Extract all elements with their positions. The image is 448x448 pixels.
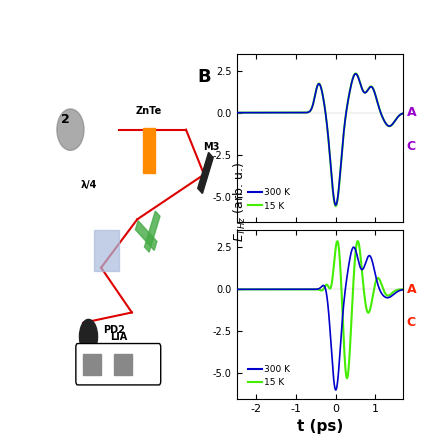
Text: B: B [197,68,211,86]
Bar [94,230,119,271]
Text: A: A [406,283,416,296]
Text: LIA: LIA [110,332,127,342]
Text: C: C [406,316,416,329]
Text: C: C [406,140,416,153]
Text: ZnTe: ZnTe [136,106,162,116]
Ellipse shape [57,109,84,151]
Text: λ/4: λ/4 [80,180,97,190]
Bar [142,128,155,173]
Text: $E_{THz}$ (arb. u.): $E_{THz}$ (arb. u.) [232,162,248,241]
Text: PD2: PD2 [103,325,125,335]
Legend: 300 K, 15 K: 300 K, 15 K [245,361,294,391]
Legend: 300 K, 15 K: 300 K, 15 K [245,185,294,214]
Bar [198,152,213,194]
Bar [114,354,132,375]
FancyBboxPatch shape [76,344,161,385]
Bar [135,221,157,250]
Bar [83,354,101,375]
X-axis label: t (ps): t (ps) [297,419,343,434]
Text: M3: M3 [203,142,220,152]
Text: A: A [406,106,416,119]
Bar [144,211,160,252]
Circle shape [79,319,98,354]
Text: 2: 2 [61,113,70,126]
